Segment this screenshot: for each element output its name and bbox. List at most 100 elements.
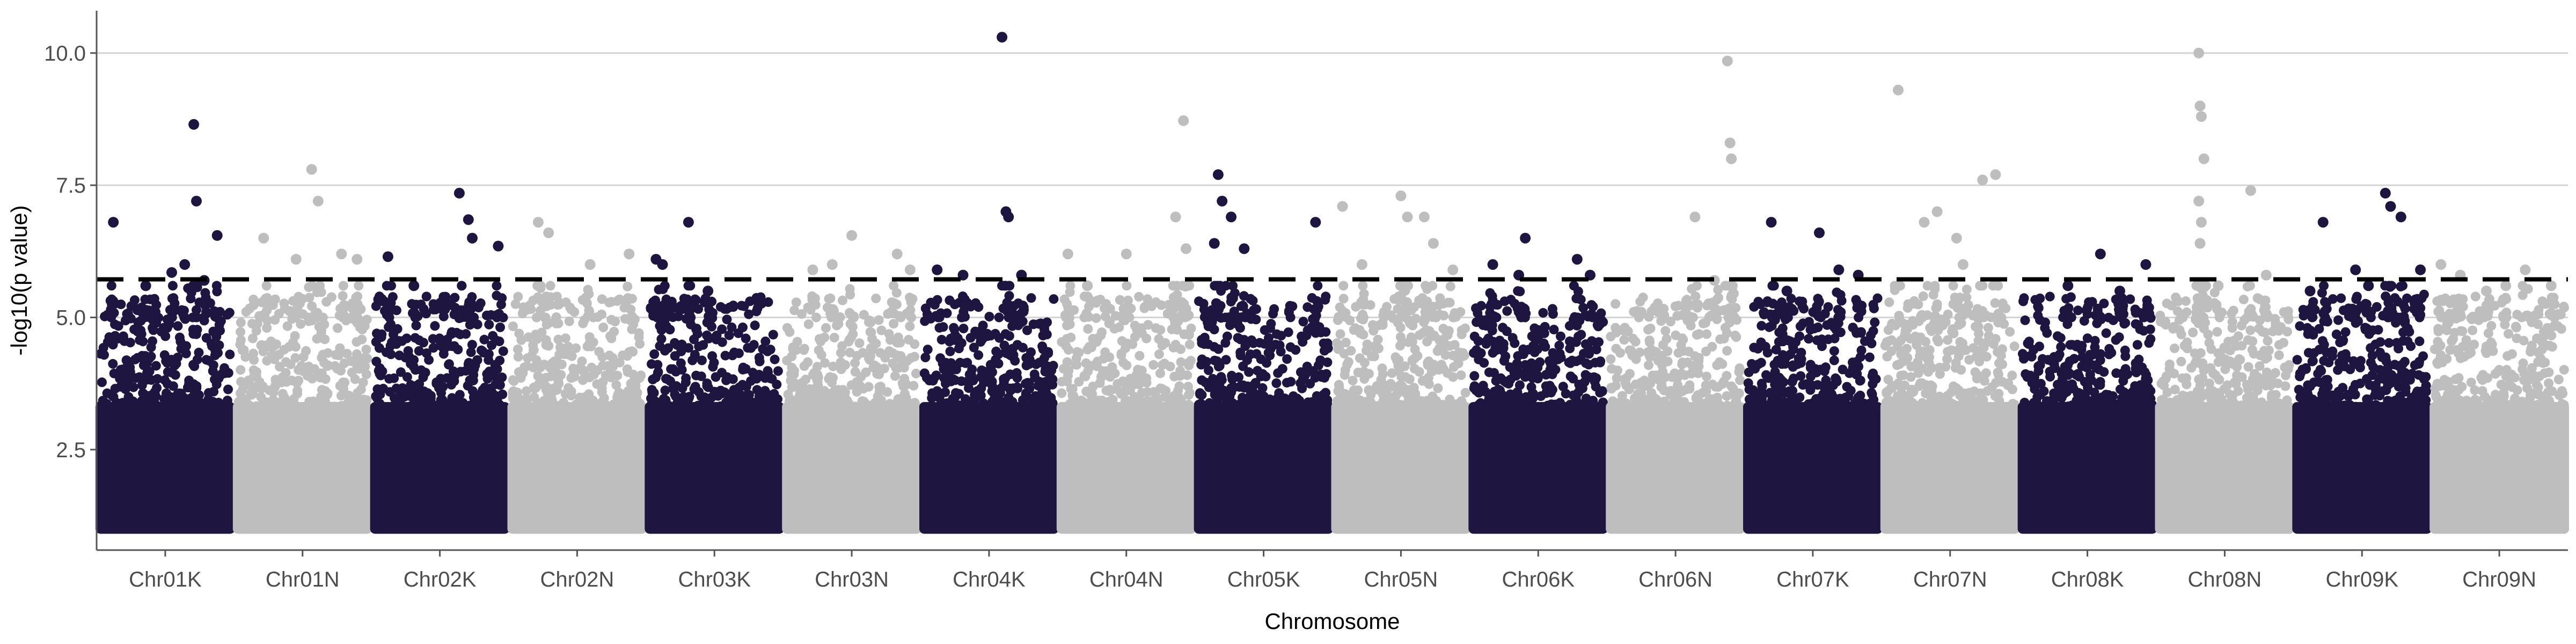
peak-point — [1226, 211, 1237, 223]
point — [2033, 303, 2044, 313]
point — [1705, 394, 1715, 404]
point — [1096, 330, 1106, 340]
point — [656, 325, 667, 335]
point — [1485, 302, 1495, 312]
point — [1433, 383, 1443, 393]
point — [2090, 360, 2099, 370]
point — [1692, 281, 1702, 291]
point — [850, 367, 860, 377]
point — [467, 340, 477, 350]
peak-point — [2245, 185, 2256, 196]
point — [1983, 323, 1993, 333]
point — [1868, 326, 1878, 336]
point — [1441, 327, 1452, 338]
point — [1852, 298, 1862, 308]
point — [2095, 311, 2105, 321]
peak-point — [1724, 137, 1736, 149]
point — [358, 356, 369, 366]
point — [1439, 341, 1449, 352]
point — [447, 327, 457, 337]
point — [450, 292, 460, 303]
point — [2188, 327, 2198, 338]
point — [1229, 306, 1239, 317]
point — [1795, 392, 1805, 402]
point — [470, 360, 480, 370]
point — [394, 350, 405, 361]
point — [799, 343, 809, 354]
point — [2223, 336, 2234, 347]
point — [1932, 299, 1942, 309]
peak-point — [1082, 280, 1093, 291]
point — [1122, 281, 1132, 291]
point — [707, 321, 716, 332]
chromosome-group-Chr08K — [2017, 248, 2157, 534]
point — [1096, 400, 1106, 410]
point — [1389, 294, 1400, 304]
point — [1997, 359, 2007, 369]
point — [1420, 312, 1430, 323]
point — [1993, 281, 2003, 291]
point — [262, 316, 273, 326]
point — [2111, 335, 2121, 345]
point — [1400, 361, 1410, 371]
point — [2279, 338, 2288, 348]
point — [2257, 327, 2267, 337]
point — [1160, 386, 1170, 396]
point — [1927, 326, 1936, 336]
point — [2272, 323, 2282, 333]
point — [407, 299, 417, 309]
point — [791, 395, 801, 405]
peak-point — [2114, 286, 2125, 297]
point — [1081, 311, 1092, 321]
point — [931, 370, 941, 380]
point — [1350, 323, 1360, 333]
point — [1963, 394, 1973, 404]
point — [1760, 342, 1770, 352]
point — [208, 360, 218, 370]
point — [484, 355, 494, 365]
point — [361, 369, 371, 379]
point — [1029, 369, 1040, 379]
point — [2249, 369, 2259, 379]
point — [320, 386, 331, 396]
point — [1239, 291, 1249, 301]
point — [1659, 385, 1669, 395]
point — [1019, 302, 1029, 312]
peak-point — [1239, 243, 1250, 254]
point — [1753, 297, 1763, 306]
peak-point — [1977, 174, 1988, 186]
point — [584, 289, 594, 299]
peak-point — [179, 259, 191, 270]
dense-band — [1880, 402, 2020, 534]
point — [1042, 317, 1052, 327]
point — [1440, 350, 1451, 360]
point — [152, 374, 163, 384]
point — [245, 304, 255, 314]
point — [1474, 400, 1484, 410]
point — [728, 302, 738, 312]
point — [2182, 379, 2192, 390]
point — [181, 348, 191, 358]
point — [1660, 372, 1671, 382]
point — [1348, 376, 1358, 386]
point — [1341, 308, 1351, 318]
point — [597, 294, 607, 304]
point — [1337, 394, 1347, 404]
point — [932, 386, 942, 396]
point — [1084, 294, 1094, 304]
point — [1119, 400, 1129, 411]
point — [2054, 349, 2065, 360]
point — [1595, 357, 1605, 368]
point — [1930, 281, 1940, 291]
point — [874, 315, 884, 325]
point — [522, 305, 532, 315]
point — [1210, 389, 1220, 399]
point — [1905, 334, 1915, 344]
point — [219, 363, 230, 373]
point — [372, 328, 382, 339]
point — [996, 388, 1005, 398]
point — [1368, 326, 1379, 336]
peak-point — [891, 248, 903, 260]
point — [275, 362, 285, 372]
point — [565, 303, 575, 312]
